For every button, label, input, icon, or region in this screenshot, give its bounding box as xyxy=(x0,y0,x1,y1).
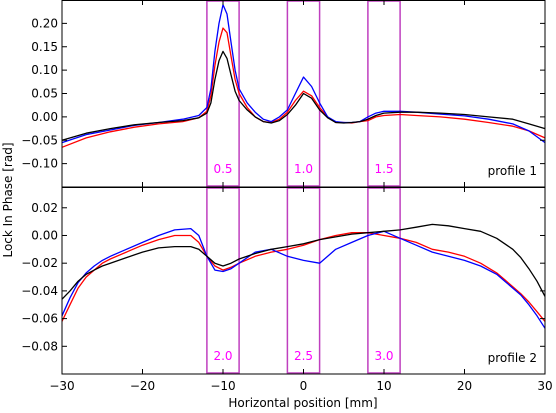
profile-1-y-tick-label: −0.05 xyxy=(21,133,58,147)
profile-2-series-line xyxy=(61,223,546,300)
profile-1-panel: 0.5 1.0 1.5 −0.10 −0.05 0.00 0.05 0.10 0.15 0.20 p… xyxy=(21,0,546,188)
profile-2-y-tick-label: 0.02 xyxy=(31,201,58,215)
profile-1-series-line xyxy=(61,4,546,144)
profile-1-box-label: 1.0 xyxy=(294,162,313,176)
profile-2-label: profile 2 xyxy=(488,351,537,365)
profile-1-box-label: 1.5 xyxy=(374,162,393,176)
profile-2-x-tick-label: 10 xyxy=(376,379,391,393)
profile-2-series-line xyxy=(61,232,546,322)
profile-1-y-tick-label: 0.05 xyxy=(31,87,58,101)
profile-2-y-tick-label: −0.04 xyxy=(21,284,58,298)
profile-2-y-tick-label: 0.00 xyxy=(31,228,58,242)
profile-1-series-line xyxy=(61,27,546,148)
profile-2-box-label: 2.5 xyxy=(294,349,313,363)
profile-1-series-line xyxy=(61,50,546,141)
profile-1-label: profile 1 xyxy=(488,164,537,178)
profile-2-box-label: 2.0 xyxy=(213,349,232,363)
y-axis-title: Lock In Phase [rad] xyxy=(1,142,15,257)
profile-2-box-label: 3.0 xyxy=(374,349,393,363)
profile-2-x-tick-label: 20 xyxy=(457,379,472,393)
profile-2-series-line xyxy=(61,227,546,329)
profile-1-y-tick-label: −0.10 xyxy=(21,157,58,171)
x-axis-title: Horizontal position [mm] xyxy=(228,396,377,410)
profile-2-panel: 2.0 2.5 3.0 −0.08 −0.06 −0.04 −0.02 0.00 0.02 −30… xyxy=(21,187,553,393)
profile-2-y-tick-label: −0.08 xyxy=(21,339,58,353)
profile-1-y-tick-label: 0.15 xyxy=(31,40,58,54)
profile-2-x-tick-label: 0 xyxy=(300,379,308,393)
profile-2-y-tick-label: −0.06 xyxy=(21,312,58,326)
profile-1-y-tick-label: 0.10 xyxy=(31,63,58,77)
profile-2-x-tick-label: −10 xyxy=(210,379,235,393)
profile-1-box-label: 0.5 xyxy=(213,162,232,176)
profile-2-x-tick-label: 30 xyxy=(537,379,552,393)
profile-2-y-tick-label: −0.02 xyxy=(21,256,58,270)
profile-1-y-tick-label: 0.00 xyxy=(31,110,58,124)
profile-1-y-tick-label: 0.20 xyxy=(31,16,58,30)
profile-2-x-tick-label: −20 xyxy=(130,379,155,393)
profile-2-x-tick-label: −30 xyxy=(49,379,74,393)
